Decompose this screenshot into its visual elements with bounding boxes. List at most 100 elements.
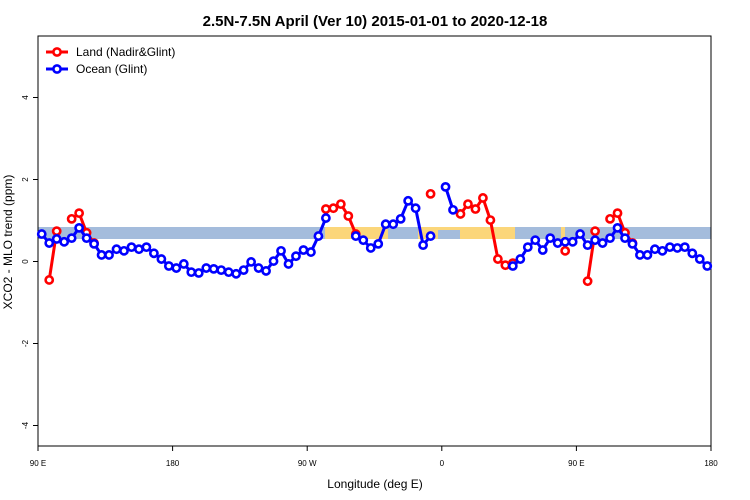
data-point — [664, 242, 675, 253]
x-tick-label: 90 E — [30, 459, 46, 468]
data-point — [36, 229, 47, 239]
data-point — [119, 245, 129, 256]
y-tick-label: 0 — [21, 259, 30, 264]
data-point — [478, 193, 488, 203]
data-point — [485, 215, 496, 225]
data-point — [395, 213, 406, 224]
data-point — [74, 208, 85, 219]
data-point — [380, 219, 391, 230]
data-point — [440, 181, 451, 192]
y-tick-label: 4 — [21, 95, 30, 100]
data-point — [59, 236, 70, 247]
land-band — [561, 227, 565, 239]
data-point — [51, 226, 62, 237]
data-point — [507, 261, 518, 271]
data-point — [515, 254, 526, 264]
y-axis-label: XCO2 - MLO trend (ppm) — [1, 175, 15, 310]
data-point — [104, 250, 114, 260]
data-point — [276, 245, 286, 256]
data-point — [448, 204, 458, 215]
x-tick-label: 180 — [704, 459, 718, 468]
data-point — [268, 256, 279, 266]
ocean-band — [438, 230, 460, 239]
data-point — [74, 222, 85, 233]
data-point — [231, 268, 242, 279]
data-point — [605, 213, 615, 224]
legend-label: Land (Nadir&Glint) — [76, 45, 175, 59]
y-tick-label: -4 — [21, 421, 30, 429]
data-point — [672, 243, 683, 253]
data-point — [537, 245, 548, 255]
data-point — [582, 276, 593, 287]
data-point — [298, 245, 309, 255]
data-point — [81, 233, 92, 244]
data-point — [178, 259, 189, 269]
data-point — [96, 250, 107, 260]
data-point — [455, 209, 466, 219]
data-point — [246, 257, 257, 267]
data-point — [343, 211, 354, 221]
data-point — [320, 213, 331, 223]
data-point — [320, 204, 331, 214]
data-point — [89, 238, 99, 249]
data-point — [66, 213, 77, 224]
data-point — [283, 259, 294, 269]
data-point — [612, 208, 623, 219]
data-point — [141, 242, 152, 253]
plot-frame — [37, 35, 712, 447]
data-point — [358, 235, 369, 246]
data-point — [590, 226, 600, 237]
data-point — [545, 233, 556, 244]
data-point — [328, 203, 339, 214]
x-tick-label: 180 — [166, 459, 180, 468]
data-point — [388, 219, 399, 230]
data-point — [425, 188, 436, 199]
data-point — [156, 254, 167, 264]
data-point — [679, 242, 690, 253]
data-point — [620, 233, 630, 244]
data-point — [238, 265, 249, 276]
data-point — [201, 263, 212, 273]
data-point — [567, 236, 578, 247]
data-point — [186, 267, 197, 278]
x-tick-label: 90 W — [298, 459, 317, 468]
data-point — [410, 203, 421, 214]
y-tick-label: 2 — [21, 177, 30, 182]
data-point — [635, 250, 645, 260]
data-point — [425, 231, 436, 241]
data-point — [126, 242, 137, 253]
data-point — [492, 254, 503, 264]
data-point — [193, 268, 204, 278]
data-point — [313, 231, 324, 241]
data-point — [694, 254, 705, 264]
data-point — [111, 244, 122, 255]
data-point — [365, 243, 376, 253]
legend-marker — [52, 64, 62, 74]
data-point — [306, 247, 316, 257]
data-point — [44, 238, 55, 248]
data-point — [463, 199, 473, 209]
data-point — [560, 245, 571, 256]
data-point — [291, 251, 301, 262]
data-point — [335, 199, 346, 209]
data-point — [605, 233, 615, 244]
data-point — [350, 231, 361, 241]
data-point — [149, 248, 159, 259]
surface-band — [38, 227, 711, 239]
data-point — [657, 245, 668, 256]
data-point — [702, 261, 713, 271]
x-tick-label: 0 — [440, 459, 445, 468]
data-point — [560, 236, 571, 247]
data-point — [627, 238, 638, 249]
data-point — [530, 235, 541, 246]
data-point — [216, 265, 227, 276]
data-point — [687, 248, 698, 259]
data-point — [66, 233, 77, 244]
data-point — [261, 266, 271, 276]
data-point — [253, 263, 264, 273]
y-tick-label: -2 — [21, 339, 30, 347]
data-point — [373, 238, 384, 249]
data-point — [500, 260, 511, 271]
data-point — [171, 263, 182, 273]
